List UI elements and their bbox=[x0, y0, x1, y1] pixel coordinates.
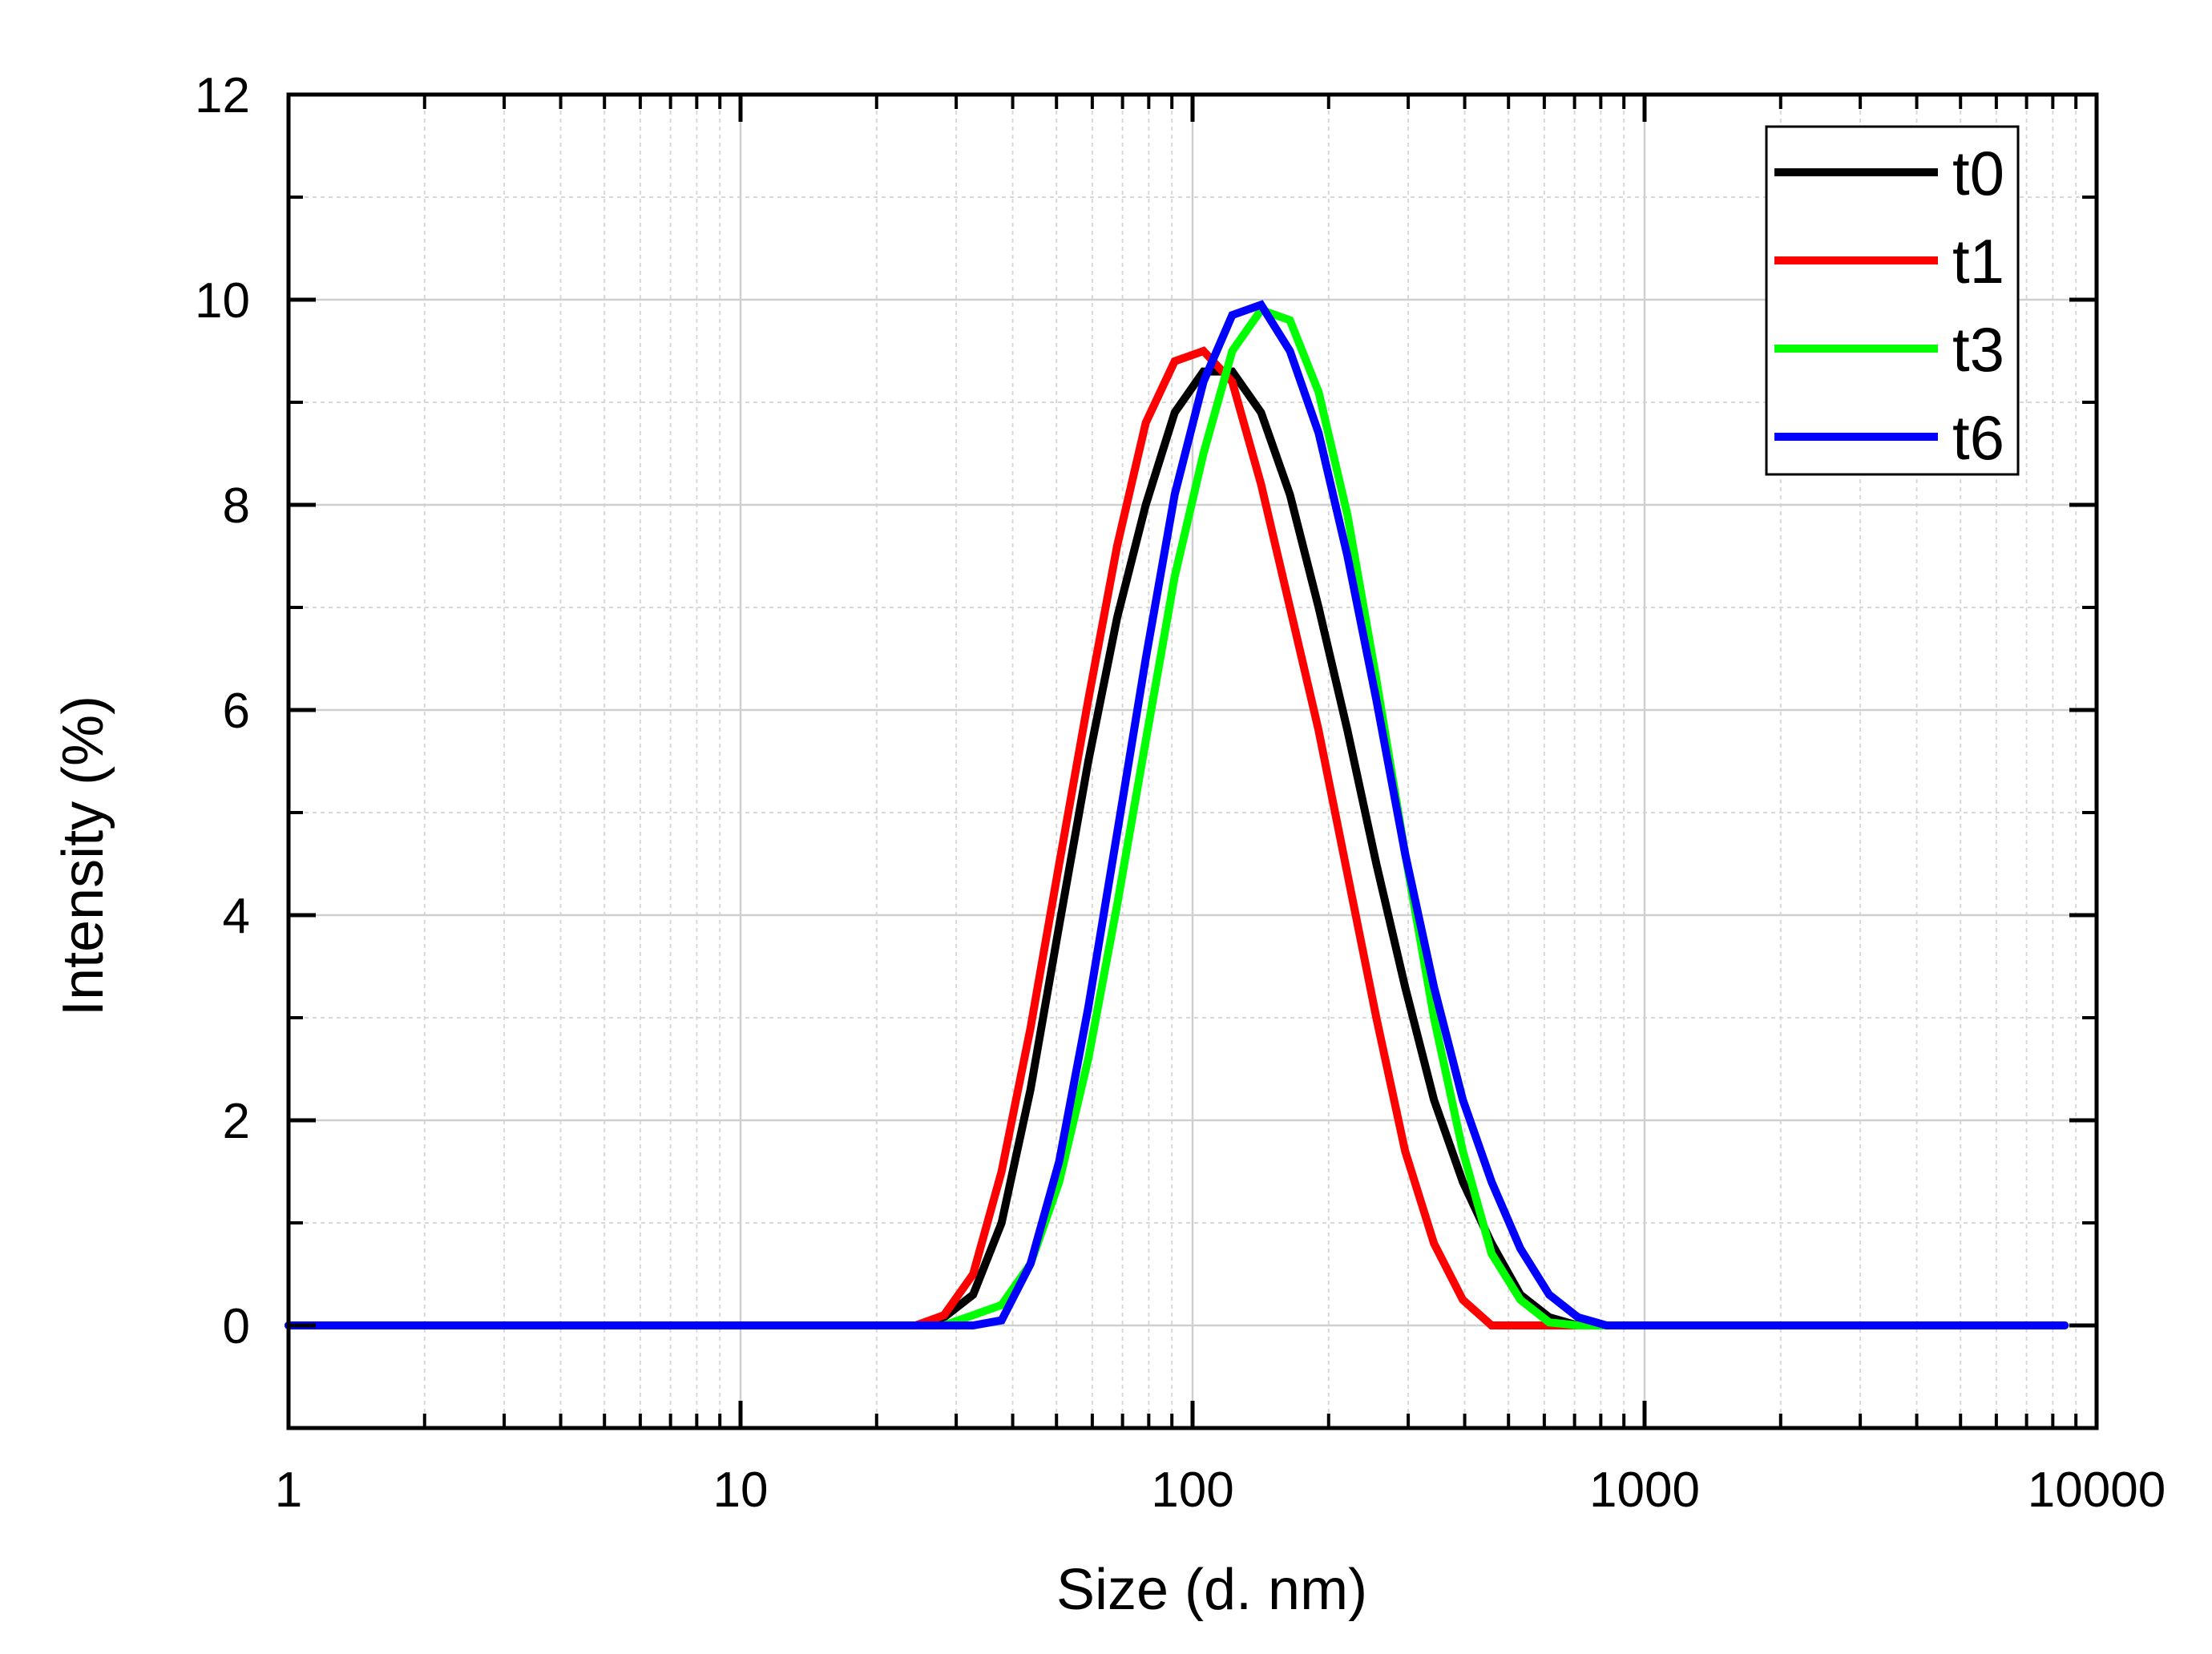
y-tick-label: 6 bbox=[223, 684, 250, 739]
legend-label-t0: t0 bbox=[1952, 138, 2004, 208]
legend-box bbox=[1765, 125, 2020, 476]
legend: t0 t1 t3 t6 bbox=[1765, 125, 2020, 476]
x-tick-label: 10 bbox=[713, 1462, 769, 1518]
axis-ticks bbox=[286, 92, 2099, 1430]
legend-label-t3: t3 bbox=[1952, 314, 2004, 385]
legend-label-t1: t1 bbox=[1952, 226, 2004, 297]
series-line-t1 bbox=[285, 346, 2069, 1329]
y-tick-labels: 0 2 4 6 8 10 12 bbox=[195, 68, 250, 1354]
y-axis-title: Intensity (%) bbox=[51, 696, 115, 1016]
x-tick-label: 1000 bbox=[1589, 1462, 1700, 1518]
y-tick-label: 2 bbox=[223, 1094, 250, 1149]
x-axis-title: Size (d. nm) bbox=[1056, 1558, 1367, 1622]
y-tick-label: 8 bbox=[223, 478, 250, 534]
y-tick-label: 12 bbox=[195, 68, 250, 123]
series-lines bbox=[285, 300, 2069, 1329]
series-line-t6 bbox=[285, 300, 2069, 1329]
x-tick-label: 100 bbox=[1151, 1462, 1233, 1518]
y-tick-label: 10 bbox=[195, 273, 250, 329]
y-tick-label: 0 bbox=[223, 1299, 250, 1354]
x-tick-label: 1 bbox=[275, 1462, 302, 1518]
y-tick-label: 4 bbox=[223, 889, 250, 944]
x-tick-labels: 1 10 100 1000 10000 bbox=[275, 1462, 2166, 1518]
x-tick-label: 10000 bbox=[2028, 1462, 2166, 1518]
legend-label-t6: t6 bbox=[1952, 402, 2004, 473]
